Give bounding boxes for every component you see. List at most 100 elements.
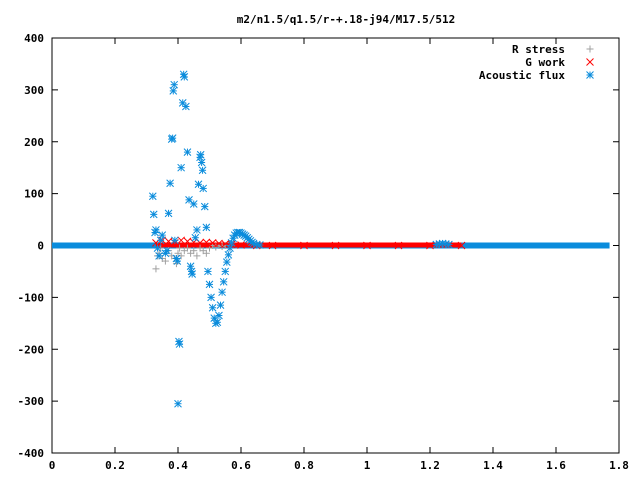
- acoustic-flux-point: [198, 166, 207, 175]
- g-work-point: [363, 241, 371, 250]
- g-work-point: [208, 239, 217, 247]
- acoustic-flux-point: [207, 293, 215, 302]
- acoustic-flux-point: [170, 80, 179, 89]
- g-work-point: [331, 241, 340, 250]
- x-tick-label: 0.8: [294, 459, 314, 472]
- acoustic-flux-point: [174, 399, 182, 408]
- y-tick-label: 100: [24, 188, 44, 201]
- acoustic-flux-point: [152, 226, 160, 234]
- acoustic-flux-point: [175, 340, 184, 348]
- acoustic-flux-point: [197, 158, 206, 167]
- acoustic-flux-point: [221, 267, 230, 276]
- acoustic-flux-point: [155, 252, 163, 260]
- g-work-point: [164, 237, 173, 246]
- y-tick-label: -200: [18, 343, 45, 356]
- g-work-point: [268, 241, 277, 250]
- g-work-point: [457, 241, 466, 250]
- g-work-point: [183, 237, 192, 246]
- acoustic-flux-point: [156, 236, 165, 245]
- legend-label-acoustic-flux: Acoustic flux: [479, 69, 565, 82]
- r-stress-point: [190, 247, 198, 255]
- acoustic-flux-point: [153, 244, 162, 252]
- acoustic-flux-point: [205, 280, 214, 289]
- x-tick-label: 1.2: [420, 459, 440, 472]
- y-tick-label: -400: [18, 447, 45, 460]
- x-tick-label: 0.4: [168, 459, 188, 472]
- acoustic-flux-point: [202, 223, 211, 232]
- legend-label-r-stress: R stress: [512, 43, 565, 56]
- x-tick-label: 0.2: [105, 459, 125, 472]
- acoustic-flux-point: [169, 87, 178, 95]
- y-tick-label: -300: [18, 395, 45, 408]
- acoustic-flux-point: [148, 192, 157, 201]
- x-tick-label: 1: [364, 459, 371, 472]
- acoustic-flux-point: [183, 148, 192, 156]
- y-tick-label: 400: [24, 32, 44, 45]
- axis-ticks: 0 0.2 0.4 0.6 0.8 1 1.2 1.4 1.6 1.84003002001000-…: [18, 32, 629, 472]
- acoustic-flux-point: [158, 231, 167, 239]
- acoustic-flux-point: [227, 239, 236, 247]
- legend-marker-r-stress: [586, 45, 594, 53]
- x-tick-label: 1.4: [483, 459, 503, 472]
- x-tick-label: 1.6: [546, 459, 566, 472]
- g-work-point: [215, 239, 223, 248]
- acoustic-flux-point: [180, 73, 189, 81]
- acoustic-flux-point: [208, 303, 217, 312]
- g-work-baseline: [155, 242, 462, 248]
- acoustic-flux-point: [215, 311, 223, 320]
- x-tick-label: 0: [49, 459, 56, 472]
- r-stress-point: [202, 249, 210, 257]
- acoustic-flux-point: [189, 200, 198, 208]
- acoustic-flux-point: [163, 246, 171, 255]
- acoustic-flux-point: [256, 241, 264, 249]
- g-work-point: [394, 241, 403, 250]
- acoustic-flux-point: [168, 134, 177, 142]
- acoustic-flux-point: [224, 250, 233, 259]
- g-work-point: [202, 238, 211, 247]
- acoustic-flux-point: [445, 240, 453, 249]
- acoustic-flux-point: [218, 288, 226, 297]
- acoustic-flux-point: [199, 184, 208, 193]
- r-stress-point: [152, 265, 160, 273]
- g-work-point: [177, 236, 186, 245]
- legend-marker-g-work: [586, 58, 594, 66]
- acoustic-flux-point: [191, 233, 200, 242]
- r-stress-point: [176, 244, 184, 252]
- acoustic-flux-point: [200, 202, 209, 211]
- g-work-point: [300, 241, 308, 250]
- r-stress-point: [183, 244, 191, 252]
- acoustic-flux-point: [196, 150, 205, 159]
- y-tick-label: 200: [24, 136, 44, 149]
- y-tick-label: 0: [37, 240, 44, 253]
- g-work-point: [426, 241, 434, 250]
- acoustic-flux-point: [164, 209, 173, 218]
- data-points: [52, 70, 610, 408]
- r-stress-point: [161, 257, 169, 265]
- acoustic-flux-point: [226, 244, 234, 252]
- acoustic-flux-point: [149, 210, 158, 219]
- acoustic-flux-point: [177, 163, 186, 172]
- x-tick-label: 1.8: [609, 459, 629, 472]
- legend-marker-acoustic-flux: [586, 71, 594, 79]
- acoustic-flux-point: [166, 179, 174, 188]
- acoustic-flux-point: [170, 236, 179, 245]
- acoustic-flux-point: [216, 301, 225, 310]
- chart-title: m2/n1.5/q1.5/r-+.18-j94/M17.5/512: [237, 13, 456, 26]
- acoustic-flux-point: [188, 270, 197, 278]
- acoustic-flux-point: [219, 277, 228, 286]
- acoustic-flux-point: [193, 226, 201, 234]
- legend-label-g-work: G work: [525, 56, 565, 69]
- g-work-point: [237, 241, 245, 249]
- r-stress-point: [193, 252, 201, 260]
- y-tick-label: 300: [24, 84, 44, 97]
- acoustic-flux-point: [222, 258, 231, 266]
- acoustic-flux-point: [213, 318, 222, 327]
- acoustic-flux-point: [204, 267, 212, 276]
- x-tick-label: 0.6: [231, 459, 251, 472]
- y-tick-label: -100: [18, 291, 45, 304]
- acoustic-flux-point: [173, 257, 182, 265]
- g-work-point: [189, 238, 198, 247]
- legend: R stress G work Acoustic flux: [479, 43, 594, 82]
- acoustic-flux-point: [182, 102, 190, 111]
